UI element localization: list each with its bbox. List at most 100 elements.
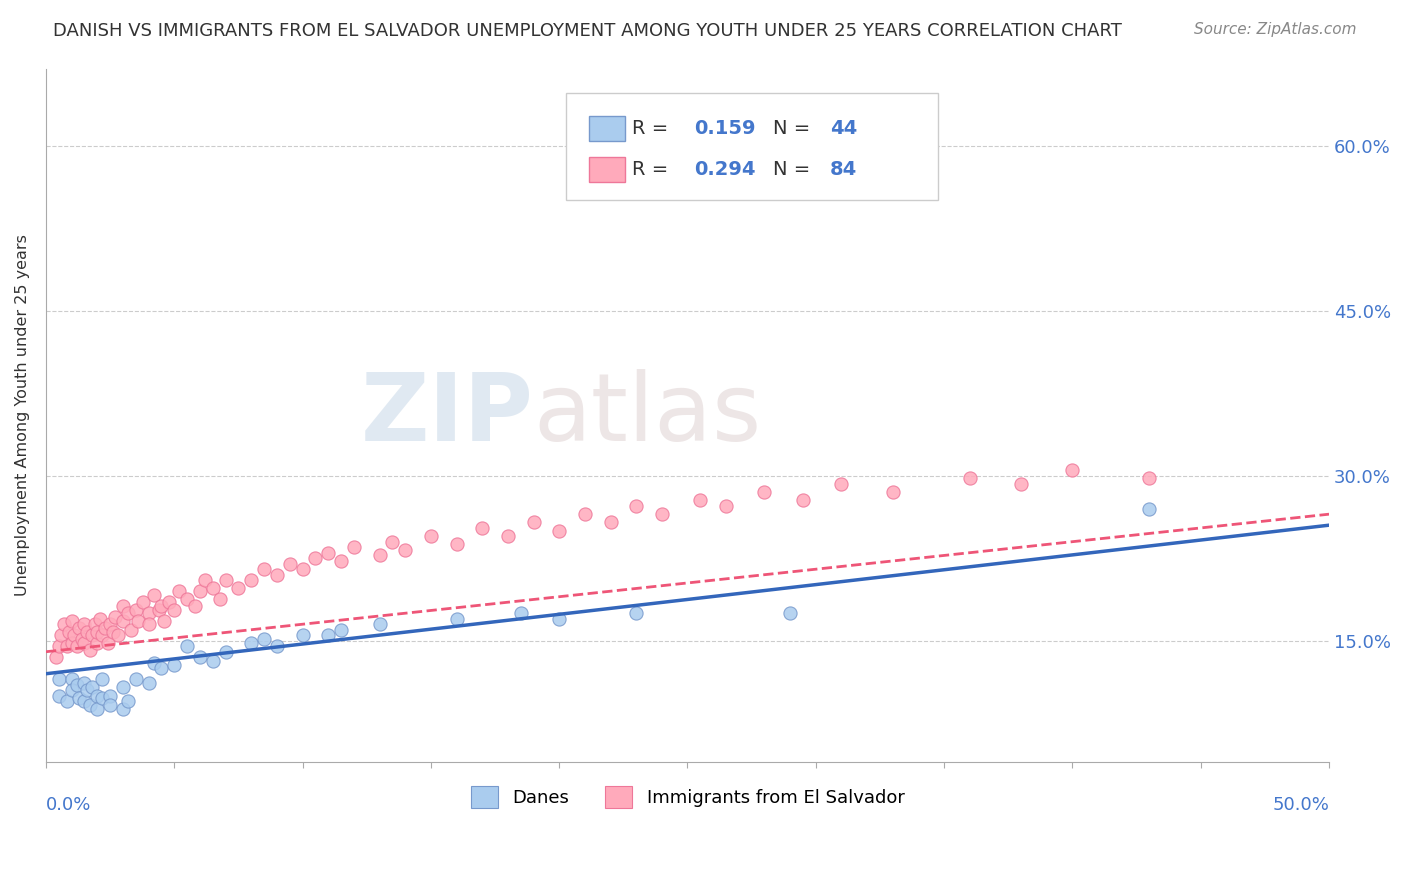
Text: 50.0%: 50.0%: [1272, 797, 1329, 814]
Point: [330, 623, 353, 637]
Point: [107, 628, 129, 642]
Point: [66, 678, 89, 692]
Point: [111, 680, 134, 694]
Point: [96, 636, 118, 650]
Point: [63, 628, 86, 642]
Text: N =: N =: [773, 120, 817, 138]
Point: [304, 551, 326, 566]
Point: [754, 485, 776, 500]
Point: [117, 606, 139, 620]
Point: [574, 507, 596, 521]
Point: [291, 562, 314, 576]
Point: [779, 606, 801, 620]
Point: [48, 689, 70, 703]
Point: [55, 694, 77, 708]
Text: Source: ZipAtlas.com: Source: ZipAtlas.com: [1194, 22, 1357, 37]
Point: [1137, 471, 1160, 485]
Point: [142, 656, 165, 670]
Point: [58, 624, 80, 639]
Point: [82, 680, 104, 694]
Point: [266, 567, 288, 582]
Point: [98, 698, 121, 712]
Point: [60, 683, 83, 698]
Text: N =: N =: [773, 160, 817, 178]
Point: [79, 698, 101, 712]
Point: [266, 639, 288, 653]
Point: [882, 485, 904, 500]
Point: [127, 614, 149, 628]
Point: [98, 617, 121, 632]
Point: [86, 636, 108, 650]
Point: [201, 654, 224, 668]
Point: [45, 650, 67, 665]
Point: [792, 492, 814, 507]
Point: [689, 492, 711, 507]
Point: [651, 507, 673, 521]
Point: [52, 617, 75, 632]
Point: [228, 581, 250, 595]
Point: [111, 599, 134, 613]
Point: [125, 603, 148, 617]
Point: [368, 548, 391, 562]
Point: [330, 554, 353, 568]
Point: [66, 639, 89, 653]
Point: [176, 591, 198, 606]
Point: [98, 689, 121, 703]
Point: [132, 595, 155, 609]
FancyBboxPatch shape: [589, 116, 624, 141]
Text: 84: 84: [830, 160, 858, 178]
Text: ZIP: ZIP: [361, 369, 533, 461]
Point: [148, 603, 170, 617]
Point: [830, 477, 852, 491]
Point: [188, 584, 211, 599]
Point: [381, 534, 404, 549]
Point: [138, 617, 160, 632]
Point: [1062, 463, 1084, 477]
Point: [446, 612, 468, 626]
Point: [522, 515, 544, 529]
Point: [316, 628, 339, 642]
Point: [169, 584, 191, 599]
Point: [496, 529, 519, 543]
Text: DANISH VS IMMIGRANTS FROM EL SALVADOR UNEMPLOYMENT AMONG YOUTH UNDER 25 YEARS CO: DANISH VS IMMIGRANTS FROM EL SALVADOR UN…: [53, 22, 1122, 40]
Point: [138, 606, 160, 620]
Point: [253, 562, 276, 576]
Point: [253, 632, 276, 646]
Point: [60, 636, 83, 650]
Point: [91, 690, 114, 705]
Point: [368, 617, 391, 632]
Point: [101, 624, 124, 639]
Point: [157, 595, 180, 609]
Text: 0.0%: 0.0%: [46, 797, 91, 814]
Point: [291, 628, 314, 642]
Point: [60, 672, 83, 686]
Point: [548, 524, 571, 538]
Point: [111, 702, 134, 716]
Point: [214, 573, 236, 587]
Point: [343, 540, 366, 554]
Point: [201, 581, 224, 595]
Point: [86, 624, 108, 639]
Text: atlas: atlas: [533, 369, 762, 461]
Point: [194, 573, 217, 587]
Point: [153, 614, 176, 628]
Point: [240, 573, 263, 587]
Point: [76, 624, 98, 639]
Point: [55, 639, 77, 653]
Point: [163, 603, 186, 617]
Text: R =: R =: [633, 160, 675, 178]
Point: [184, 599, 207, 613]
Point: [214, 645, 236, 659]
Point: [176, 639, 198, 653]
Point: [91, 672, 114, 686]
Point: [599, 515, 621, 529]
Point: [1137, 501, 1160, 516]
Point: [1010, 477, 1032, 491]
Point: [959, 471, 981, 485]
Point: [60, 614, 83, 628]
Point: [278, 557, 301, 571]
Point: [111, 614, 134, 628]
Text: 0.159: 0.159: [695, 120, 755, 138]
Point: [240, 636, 263, 650]
Point: [150, 599, 173, 613]
